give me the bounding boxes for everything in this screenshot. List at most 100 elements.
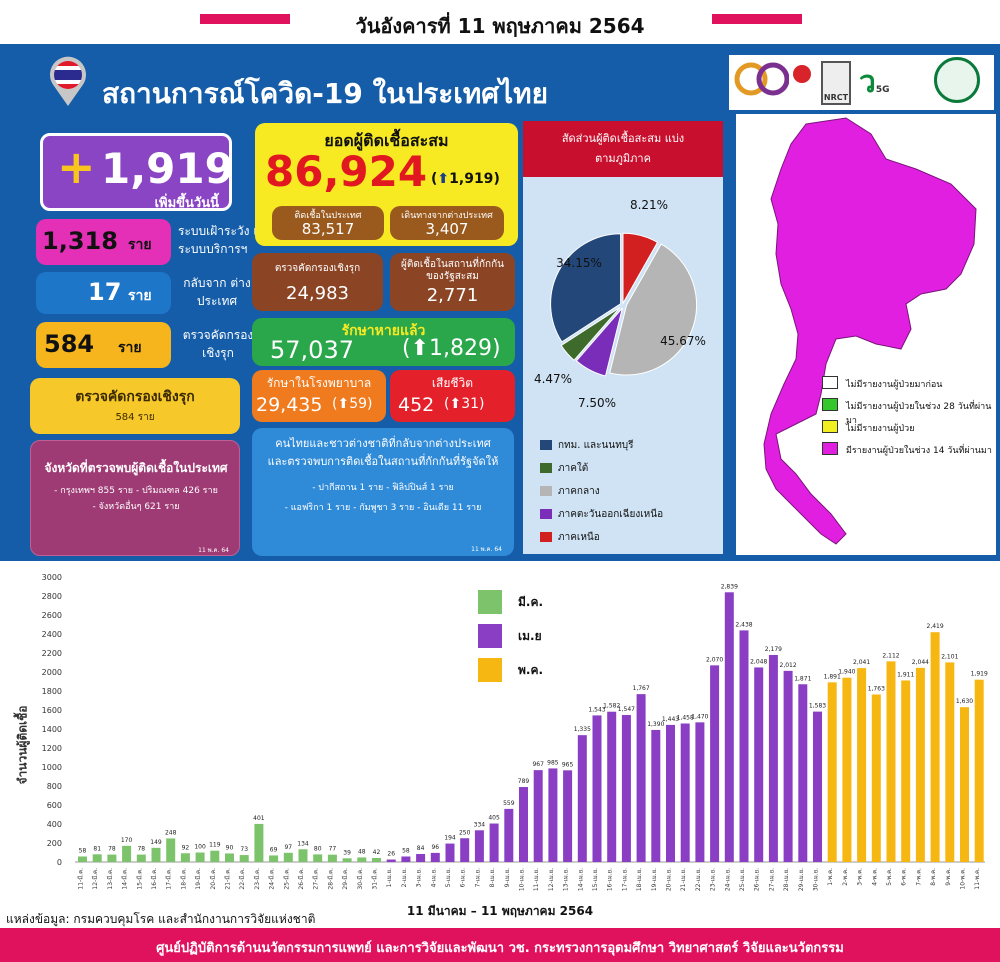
legend-swatch [540,486,552,496]
bar-value-label: 2,419 [927,623,944,630]
daily-cases-bar-chart: 0 200 400 600 800 1000 1200 1400 1600 1800 2000 220… [42,573,988,891]
y-tick-label: 1200 [42,744,62,753]
x-tick-label: 6-เม.ย. [460,868,467,887]
x-tick-label: 13-เม.ย. [563,868,570,891]
bar [430,852,440,862]
pie-legend: กทม. และนนทบุรี ภาคใต้ ภาคกลาง ภาคตะวันออกเ… [540,438,720,553]
bar [195,852,205,862]
active-screen-card: ตรวจคัดกรองเชิงรุก 584 ราย [30,378,240,434]
bar-value-label: 1,911 [897,671,914,678]
active-unit: ราย [118,340,142,356]
bar [254,823,264,862]
bar [225,853,234,862]
bar [680,723,690,862]
footer-bar: ศูนย์ปฏิบัติการด้านนวัตกรรมการแพทย์ และก… [0,928,1000,962]
bar [960,707,969,862]
bar-value-label: 194 [444,835,456,842]
y-tick-label: 3000 [42,573,62,582]
active-screen-value: 584 ราย [115,412,155,423]
bar-value-label: 73 [240,846,248,853]
bar [342,858,352,862]
map-legend-item: ไม่มีรายงานผู้ป่วย [822,420,997,442]
bar [724,592,734,862]
bar [136,854,146,862]
bar [548,768,558,862]
x-tick-label: 23-เม.ย. [710,868,717,891]
bar [945,662,955,862]
map-legend-label: ไม่มีรายงานผู้ป่วยในช่วง 28 วันที่ผ่านมา [846,402,992,426]
new-cases-label: เพิ่มขึ้นวันนี้ [154,196,219,211]
bar [78,856,87,862]
x-tick-label: 8-พ.ค. [930,868,937,886]
bar-value-label: 1,767 [633,685,650,692]
bar-value-label: 2,112 [882,652,899,659]
bar [460,838,470,862]
cumulative-value: 86,924 [265,147,428,196]
y-tick-label: 1400 [42,725,62,734]
bar [386,859,396,862]
thailand-map-icon [763,117,977,545]
ministry-logo-icon [733,59,790,99]
bar-legend-swatch [478,624,502,648]
pie-legend-item: ภาคเหนือ [540,530,720,553]
quarantine-label: ผู้ติดเชื้อในสถานที่กักกันของรัฐสะสม [401,259,504,282]
pie-slice-0 [622,232,659,306]
bar-value-label: 985 [547,759,559,766]
quarantine-card: ผู้ติดเชื้อในสถานที่กักกันของรัฐสะสม 2,7… [390,253,515,311]
returnees-title2: และตรวจพบการติดเชื้อในสถานที่กักกันที่รั… [267,455,499,468]
x-tick-label: 21-มี.ค. [224,868,232,890]
up-arrow-icon: ⬆ [410,336,430,361]
returned-card: 17 ราย [36,272,171,314]
map-legend-item: ไม่มีรายงานผู้ป่วยในช่วง 28 วันที่ผ่านมา [822,398,997,426]
x-tick-label: 24-มี.ค. [268,868,276,890]
bar-value-label: 967 [532,761,544,768]
bar [533,770,543,862]
bar [768,654,778,862]
bar-value-label: 92 [182,844,190,851]
bar-value-label: 1,940 [838,669,855,676]
screen-value: 24,983 [286,283,349,304]
province-line1: - กรุงเทพฯ 855 ราย - ปริมณฑล 426 ราย [54,486,218,496]
x-tick-label: 10-เม.ย. [519,868,526,891]
bar-value-label: 1,547 [618,706,635,713]
recovered-card: รักษาหายแล้ว 57,037 (⬆1,829) [252,318,515,366]
pie-legend-item: กทม. และนนทบุรี [540,438,720,461]
x-tick-label: 3-พ.ค. [857,868,864,886]
bar-value-label: 84 [417,845,425,852]
pie-slice-4 [550,233,622,343]
bar [445,843,455,862]
bar-value-label: 119 [209,842,221,849]
bar-value-label: 2,048 [750,658,767,665]
x-tick-label: 13-มี.ค. [106,868,114,890]
bar-value-label: 58 [79,847,87,854]
deaths-card: เสียชีวิต 452 (⬆31) [390,370,515,422]
x-tick-label: 22-มี.ค. [238,868,246,890]
returnees-date: 11 พ.ค. 64 [471,546,502,553]
x-tick-label: 24-เม.ย. [724,868,731,891]
new-cases-value: 1,919 [101,144,232,193]
x-tick-label: 5-พ.ค. [886,868,893,886]
bar-value-label: 1,583 [809,703,826,710]
surveillance-unit: ราย [128,237,152,253]
x-tick-label: 16-เม.ย. [607,868,614,891]
bar-value-label: 96 [431,844,439,851]
bar-value-label: 1,630 [956,698,973,705]
bar-value-label: 134 [297,840,309,847]
y-tick-label: 2600 [42,611,62,620]
quarantine-value: 2,771 [426,285,479,306]
bar [886,661,896,862]
bar-value-label: 100 [194,844,206,851]
bar-value-label: 2,041 [853,659,870,666]
header-bar [0,0,1000,44]
bar [621,715,631,862]
bar-value-label: 405 [488,815,500,822]
x-tick-label: 28-เม.ย. [783,868,790,891]
emblem-icon [793,65,811,83]
bar [107,854,117,862]
x-tick-label: 9-เม.ย. [504,868,511,887]
map-legend-label: ไม่มีรายงานผู้ป่วย [846,424,915,434]
recovered-delta: 1,829 [429,336,493,361]
bar [519,787,528,862]
bar-value-label: 80 [314,845,322,852]
footer-text: ศูนย์ปฏิบัติการด้านนวัตกรรมการแพทย์ และก… [156,941,844,956]
